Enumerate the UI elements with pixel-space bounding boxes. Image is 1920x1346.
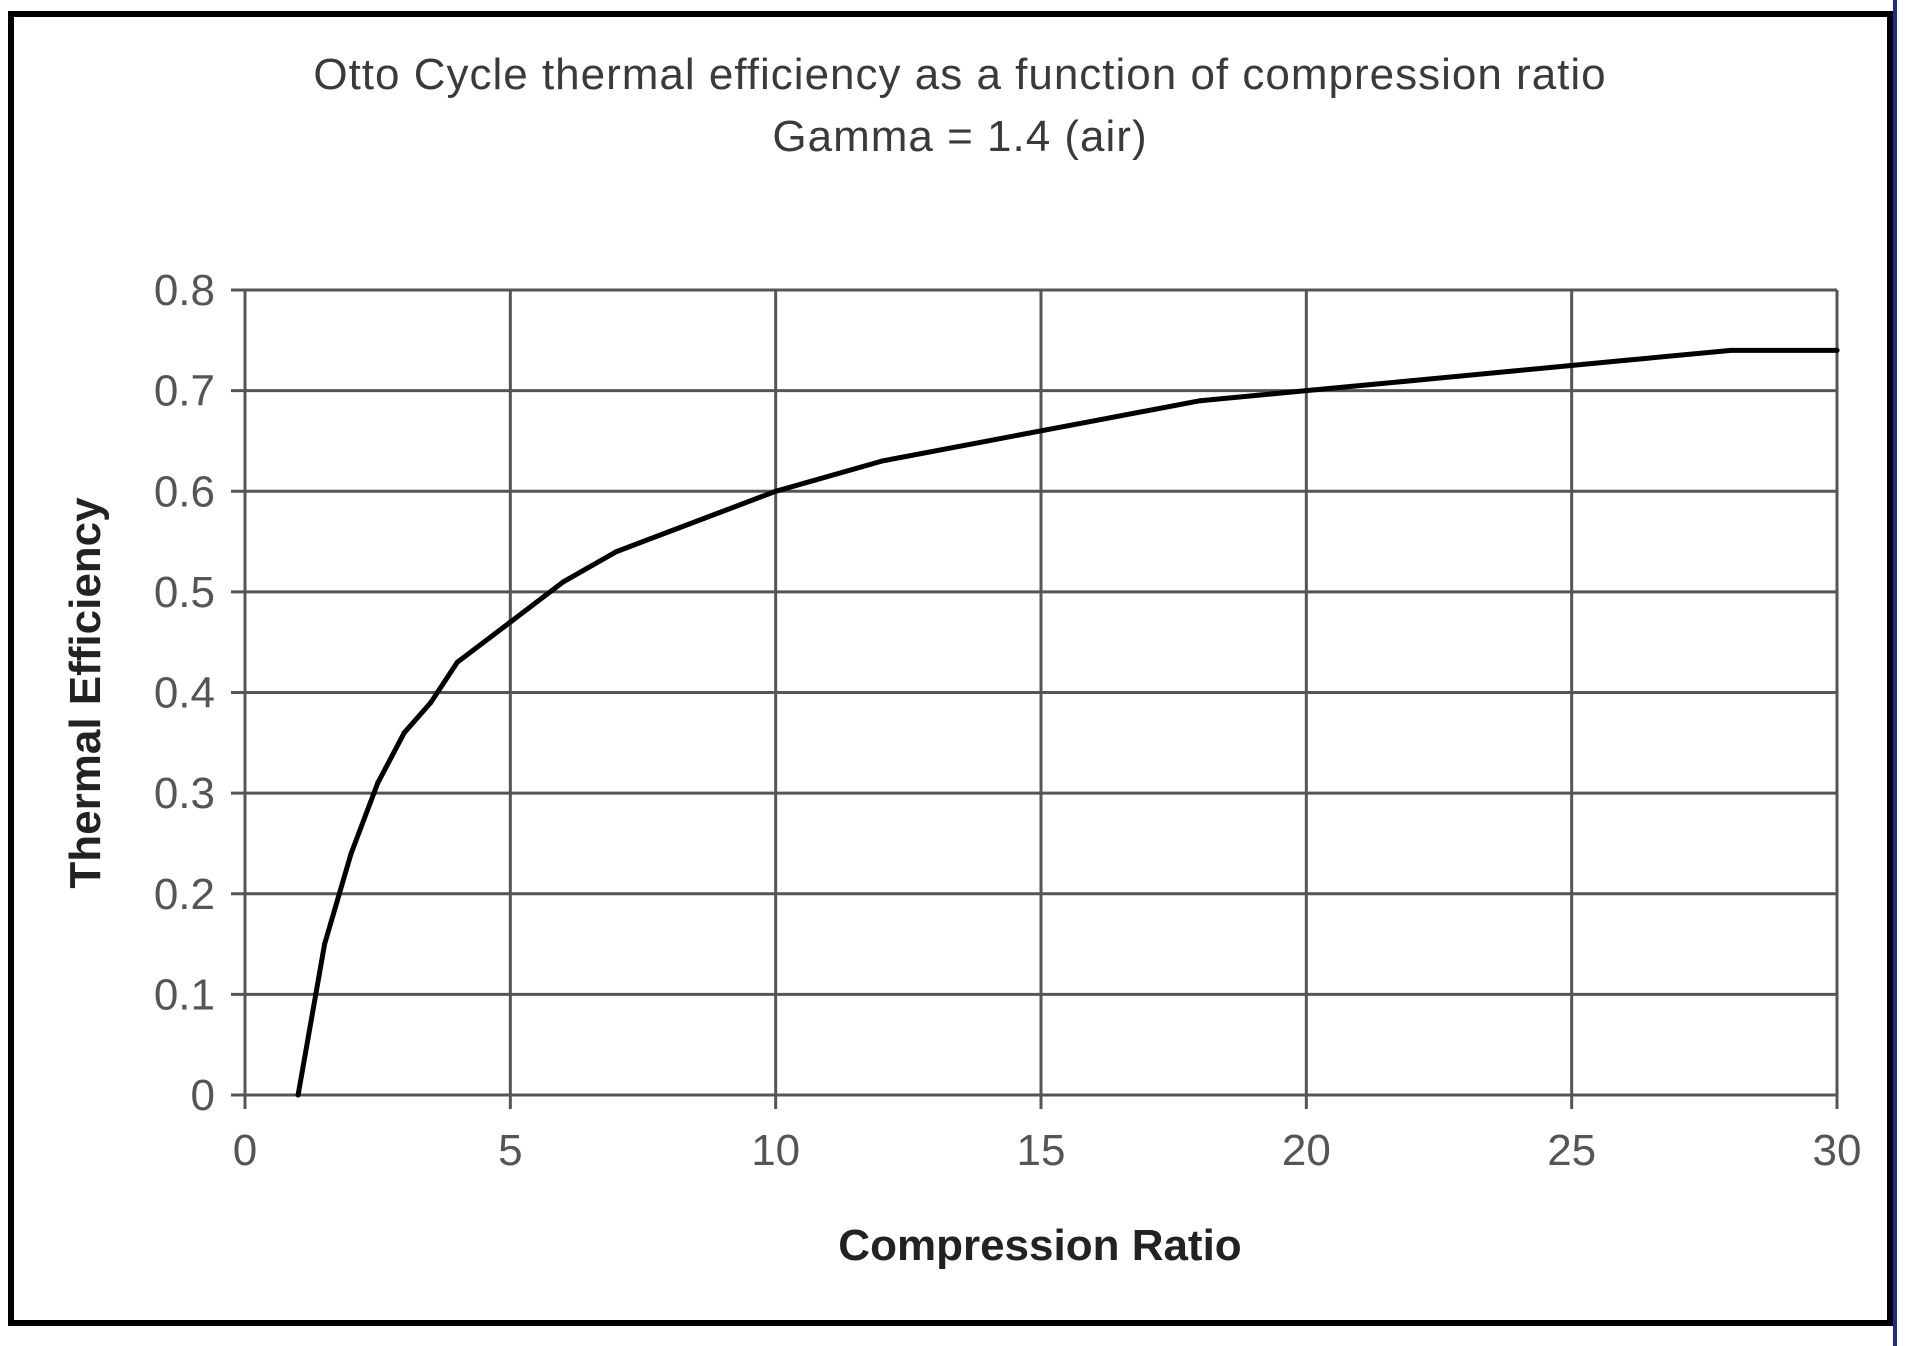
efficiency-line [295, 347, 1840, 1098]
data-point [1516, 368, 1522, 373]
y-tick-label: 0.6 [154, 467, 215, 516]
data-point [348, 851, 354, 856]
y-tick-label: 0 [191, 1071, 215, 1120]
y-tick-label: 0.8 [154, 266, 215, 315]
window-edge [1893, 0, 1897, 1346]
data-point [773, 488, 779, 494]
chart-subtitle: Gamma = 1.4 (air) [772, 112, 1148, 161]
data-point [322, 941, 328, 947]
data-point [428, 700, 434, 706]
x-tick-label: 5 [498, 1126, 522, 1175]
grid-lines [231, 288, 1839, 1109]
series-layer [295, 347, 1840, 1098]
y-tick-label: 0.3 [154, 769, 215, 818]
data-point [1728, 347, 1734, 353]
data-point [507, 619, 513, 625]
y-tick-label: 0.4 [154, 669, 215, 718]
tick-labels: 0 0.1 0.2 0.3 0.4 0.5 0.6 0.7 0.8 0 5 10 15 20 25 30 [154, 266, 1862, 1175]
data-point [667, 529, 673, 534]
y-tick-label: 0.5 [154, 568, 215, 617]
data-point [454, 659, 460, 665]
data-point [1622, 357, 1628, 363]
data-point [375, 780, 381, 786]
x-tick-label: 20 [1282, 1126, 1331, 1175]
y-tick-label: 0.1 [154, 970, 215, 1019]
data-point [295, 1092, 301, 1098]
chart-title: Otto Cycle thermal efficiency as a funct… [313, 50, 1607, 99]
y-tick-label: 0.7 [154, 367, 215, 416]
x-tick-label: 15 [1017, 1126, 1066, 1175]
y-axis-title: Thermal Efficiency [61, 497, 110, 889]
x-tick-label: 25 [1547, 1126, 1596, 1175]
data-point [1197, 398, 1203, 404]
x-tick-label: 0 [233, 1126, 257, 1175]
data-point [613, 549, 619, 555]
chart-frame [8, 11, 1893, 1326]
data-point [560, 579, 566, 585]
data-point [879, 458, 885, 464]
x-axis-title: Compression Ratio [838, 1221, 1241, 1270]
data-point [985, 438, 991, 444]
data-point [1409, 378, 1415, 384]
x-tick-label: 30 [1813, 1126, 1862, 1175]
data-point [1834, 347, 1840, 353]
data-point [720, 508, 726, 514]
data-point [401, 730, 407, 736]
data-point [1303, 388, 1309, 394]
data-point [1091, 418, 1097, 424]
y-tick-label: 0.2 [154, 870, 215, 919]
x-tick-label: 10 [751, 1126, 800, 1175]
